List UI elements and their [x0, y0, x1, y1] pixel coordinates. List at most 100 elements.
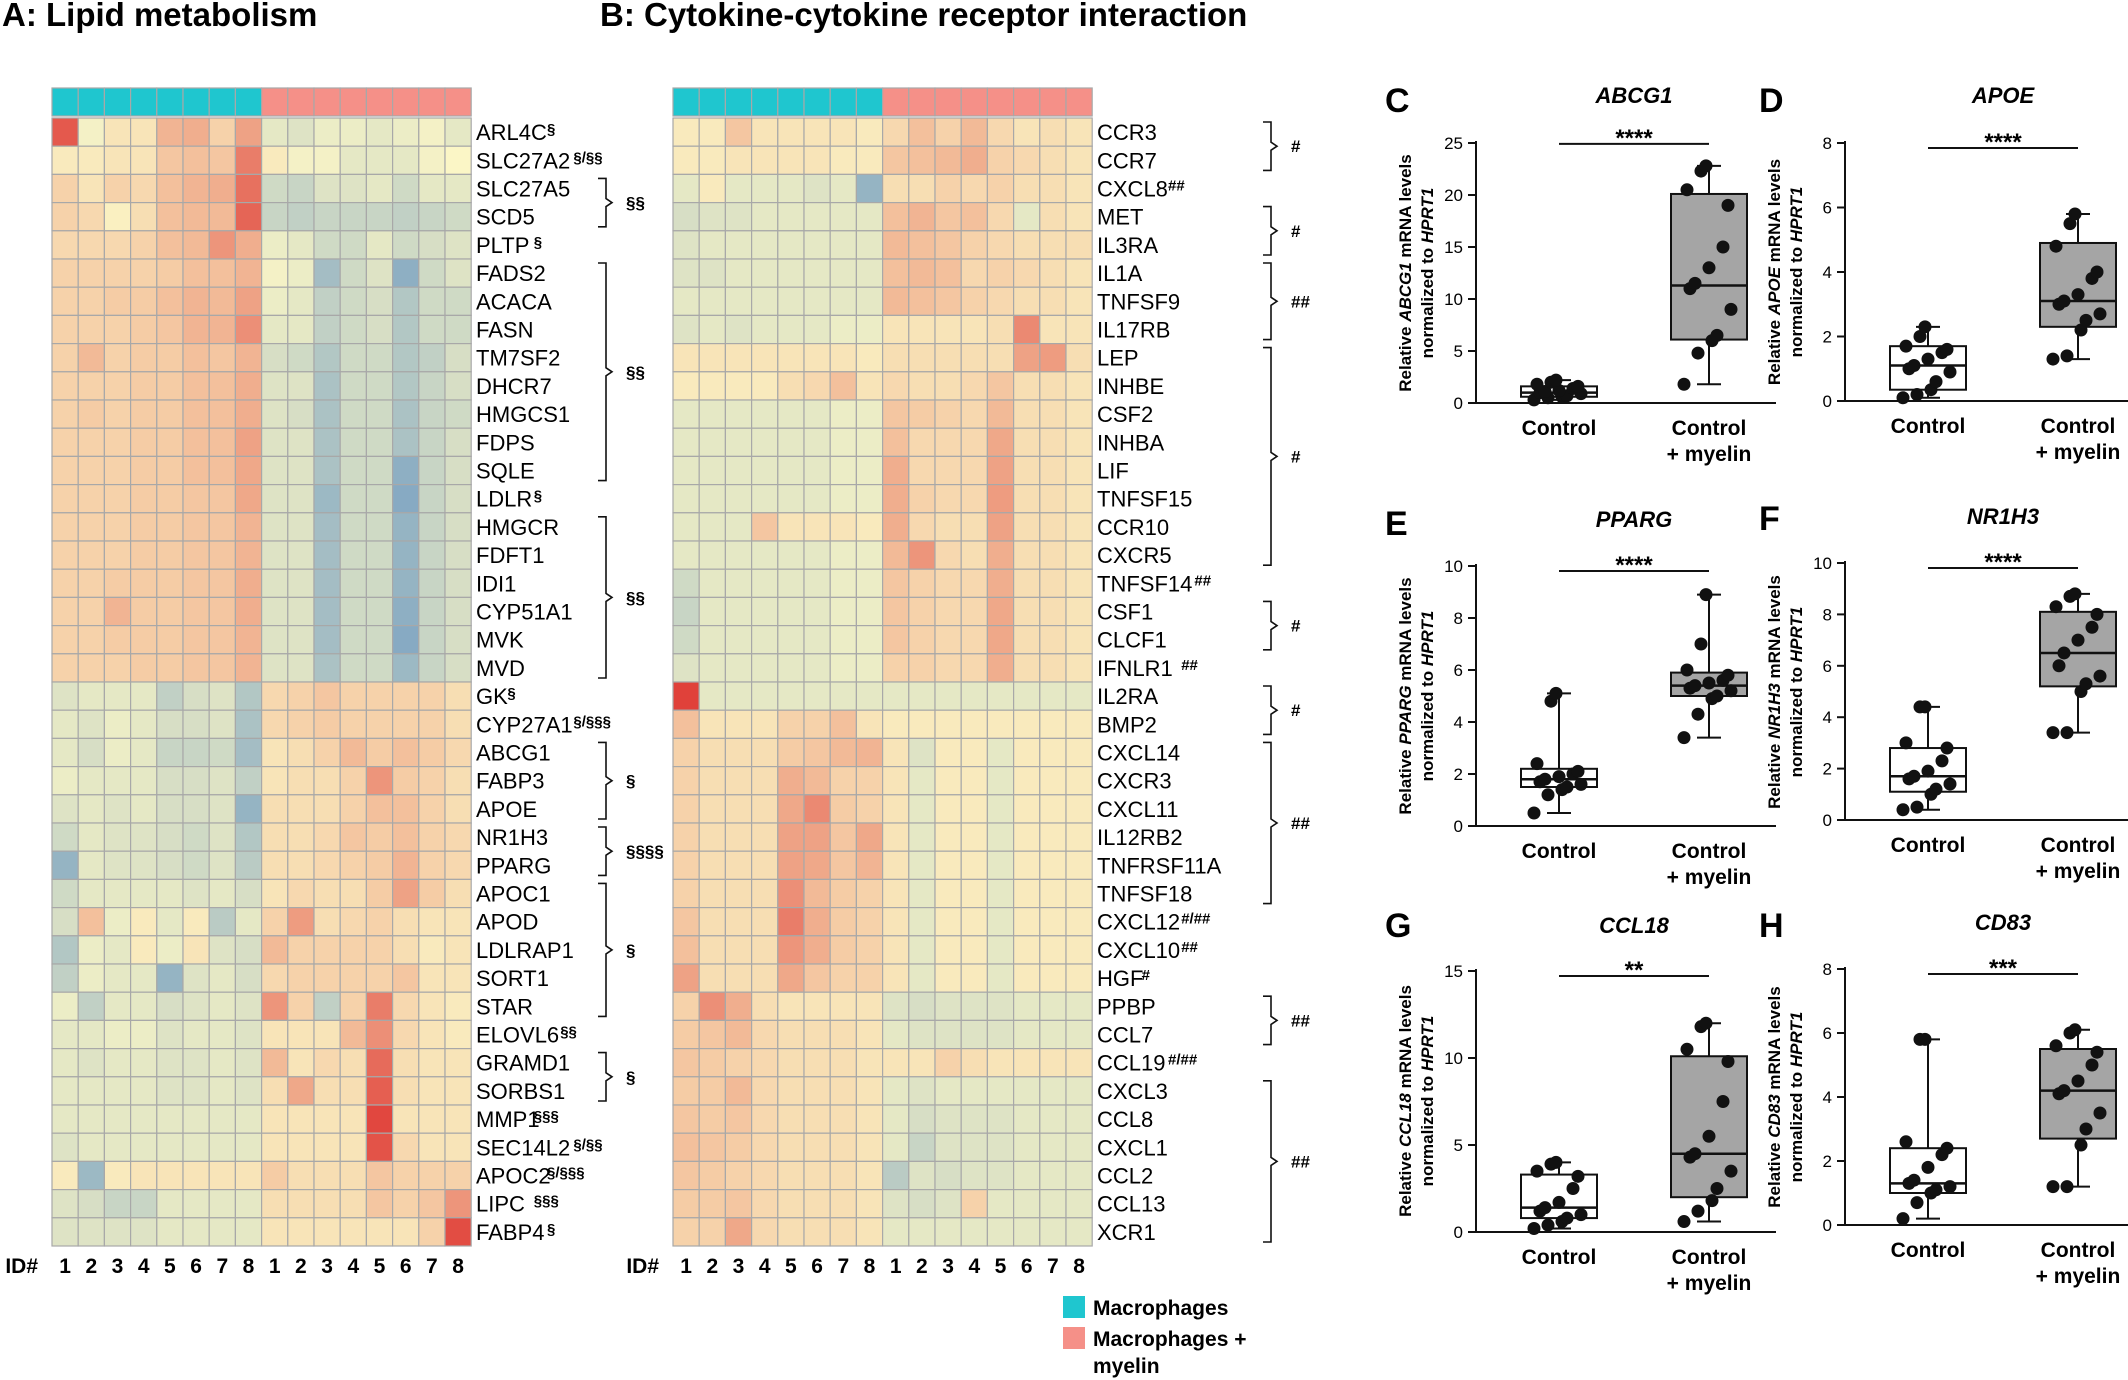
- heatmap-cell: [960, 1132, 989, 1162]
- heatmap-cell: [803, 173, 831, 204]
- heatmap-cell: [365, 878, 394, 909]
- heatmap-cell: [392, 455, 420, 486]
- heatmap-cell: [960, 314, 989, 345]
- heatmap-cell: [724, 286, 753, 317]
- heatmap-cell: [855, 794, 884, 824]
- heatmap-cell: [1065, 1019, 1093, 1050]
- heatmap-cell: [234, 1188, 263, 1219]
- y-label-gene: APOE: [1765, 266, 1784, 316]
- gene-significance-mark: §: [547, 1221, 555, 1238]
- sample-id: 1: [890, 1255, 902, 1278]
- heatmap-cell: [672, 681, 700, 711]
- heatmap-cell: [803, 765, 831, 796]
- heatmap-cell: [234, 117, 263, 147]
- gene-label: LDLRAP1: [476, 938, 574, 963]
- heatmap-cell: [881, 568, 910, 599]
- heatmap-cell: [418, 484, 446, 514]
- heatmap-cell: [365, 653, 394, 683]
- heatmap-cell: [444, 1104, 472, 1134]
- heatmap-cell: [103, 145, 132, 175]
- heatmap-cell: [313, 540, 341, 570]
- heatmap-cell: [986, 991, 1015, 1022]
- y-tick-label: 8: [1823, 134, 1832, 153]
- heatmap-cell: [934, 286, 962, 317]
- y-tick-label: 15: [1444, 962, 1463, 981]
- heatmap-cell: [339, 173, 368, 204]
- heatmap-cell: [234, 906, 263, 937]
- y-tick-label: 0: [1823, 1216, 1832, 1235]
- heatmap-cell: [130, 314, 158, 345]
- heatmap-cell: [750, 230, 779, 260]
- heatmap-cell: [1065, 596, 1093, 627]
- heatmap-cell: [1065, 1132, 1093, 1162]
- heatmap-cell: [339, 230, 368, 260]
- heatmap-cell: [934, 484, 962, 514]
- heatmap-cell: [960, 1217, 989, 1247]
- y-axis-label: Relative APOE mRNA levels: [1765, 159, 1784, 385]
- heatmap-cell: [287, 1188, 315, 1219]
- heatmap-cell: [77, 117, 105, 147]
- heatmap-cell: [908, 230, 936, 260]
- heatmap-cell: [672, 794, 700, 824]
- heatmap-cell: [130, 906, 158, 937]
- heatmap-cell: [51, 1217, 79, 1247]
- heatmap-cell: [392, 286, 420, 317]
- heatmap-cell: [77, 568, 105, 599]
- heatmap-cell: [855, 850, 884, 881]
- heatmap-cell: [77, 822, 105, 852]
- x-category-label: Control: [1891, 834, 1966, 857]
- heatmap-cell: [881, 935, 910, 965]
- heatmap-cell: [934, 935, 962, 965]
- heatmap-cell: [392, 653, 420, 683]
- heatmap-cell: [103, 794, 132, 824]
- heatmap-cell: [365, 1160, 394, 1191]
- gene-group-significance: §§: [626, 363, 645, 382]
- heatmap-cell: [103, 1019, 132, 1050]
- gene-label: FABP3: [476, 769, 544, 794]
- heatmap-cell: [418, 512, 446, 542]
- boxplot-title: PPARG: [1596, 507, 1673, 532]
- heatmap-cell: [777, 991, 805, 1022]
- heatmap-cell: [313, 568, 341, 599]
- gene-label: ABCG1: [476, 741, 551, 766]
- data-point: [2071, 288, 2085, 302]
- heatmap-cell: [392, 173, 420, 204]
- heatmap-cell: [339, 371, 368, 401]
- heatmap-cell: [777, 653, 805, 683]
- gene-label: STAR: [476, 994, 533, 1019]
- heatmap-cell: [313, 765, 341, 796]
- heatmap-cell: [1065, 794, 1093, 824]
- heatmap-cell: [208, 709, 236, 740]
- heatmap-cell: [1012, 117, 1041, 147]
- heatmap-cell: [261, 1217, 289, 1247]
- heatmap-cell: [960, 1104, 989, 1134]
- heatmap-cell: [672, 427, 700, 458]
- heatmap-cell: [77, 624, 105, 655]
- heatmap-cell: [392, 371, 420, 401]
- sample-id: 2: [85, 1255, 97, 1278]
- heatmap-cell: [1039, 399, 1067, 429]
- heatmap-cell: [777, 624, 805, 655]
- heatmap-cell: [208, 1188, 236, 1219]
- heatmap-cell: [261, 484, 289, 514]
- heatmap-cell: [1039, 202, 1067, 232]
- gene-group-bracket: [1263, 121, 1279, 172]
- data-point: [1530, 1164, 1544, 1178]
- heatmap-cell: [208, 145, 236, 175]
- heatmap-cell: [750, 484, 779, 514]
- heatmap-cell: [829, 1188, 858, 1219]
- heatmap-cell: [418, 568, 446, 599]
- heatmap-cell: [855, 624, 884, 655]
- heatmap-cell: [77, 991, 105, 1022]
- heatmap-cell: [339, 427, 368, 458]
- heatmap-cell: [881, 878, 910, 909]
- gene-label: CXCL1: [1097, 1135, 1168, 1160]
- heatmap-cell: [365, 963, 394, 993]
- heatmap-cell: [777, 963, 805, 993]
- sample-id: 5: [995, 1255, 1007, 1278]
- heatmap-cell: [103, 1160, 132, 1191]
- heatmap-cell: [986, 484, 1015, 514]
- heatmap-cell: [829, 343, 858, 373]
- heatmap-cell: [881, 653, 910, 683]
- heatmap-cell: [724, 1047, 753, 1078]
